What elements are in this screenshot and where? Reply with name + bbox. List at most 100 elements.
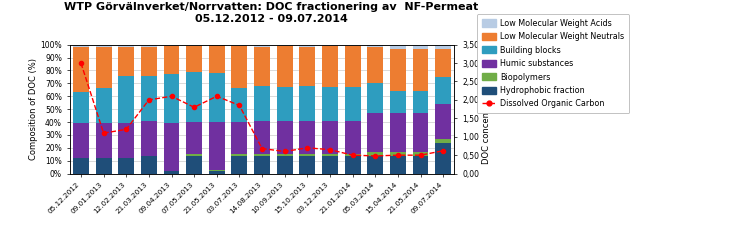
Bar [141,155,157,174]
Bar [322,155,338,174]
Bar [254,155,270,174]
Bar [390,113,406,152]
Bar [163,74,180,123]
Bar [232,154,247,155]
Bar [322,154,338,155]
Bar [209,122,225,170]
Bar [345,121,361,154]
Bar [254,121,270,154]
Bar [435,49,451,77]
Bar [96,47,111,89]
Bar [367,83,383,113]
Bar [163,123,180,171]
Bar [141,121,157,155]
Bar [322,121,338,154]
Bar [322,87,338,121]
Bar [277,45,292,46]
Bar [322,45,338,46]
Bar [118,158,134,174]
Bar [163,45,180,46]
Bar [163,171,180,174]
Bar [413,91,428,113]
Bar [186,72,202,122]
Bar [435,139,451,143]
Bar [413,113,428,152]
Bar [209,73,225,122]
Bar [277,155,292,174]
Bar [390,152,406,155]
Bar [141,76,157,121]
Bar [118,76,134,123]
Y-axis label: Composition of DOC (%): Composition of DOC (%) [29,58,37,160]
Bar [96,89,111,123]
Bar [435,104,451,139]
Bar [254,154,270,155]
Bar [277,121,292,154]
Bar [413,49,428,91]
Bar [345,87,361,121]
Bar [96,158,111,174]
Bar [232,46,247,89]
Text: WTP Görvälnverket/Norrvatten: DOC fractionering av  NF-Permeat
05.12.2012 - 09.0: WTP Görvälnverket/Norrvatten: DOC fracti… [64,2,479,24]
Bar [232,122,247,154]
Bar [254,86,270,121]
Bar [141,47,157,76]
Bar [232,45,247,46]
Bar [73,158,89,174]
Bar [73,123,89,158]
Bar [96,45,111,47]
Bar [367,47,383,83]
Bar [232,89,247,122]
Bar [390,155,406,174]
Bar [435,77,451,104]
Bar [118,45,134,47]
Bar [367,155,383,174]
Bar [367,113,383,152]
Bar [118,123,134,158]
Bar [186,155,202,174]
Bar [277,87,292,121]
Bar [299,45,315,47]
Bar [73,92,89,123]
Bar [232,155,247,174]
Bar [186,122,202,154]
Bar [345,155,361,174]
Legend: Low Molecular Weight Acids, Low Molecular Weight Neutrals, Building blocks, Humi: Low Molecular Weight Acids, Low Molecula… [476,14,629,113]
Y-axis label: DOC concentration (mg/L): DOC concentration (mg/L) [482,54,491,164]
Bar [209,171,225,174]
Bar [277,154,292,155]
Bar [367,45,383,47]
Bar [186,46,202,72]
Bar [118,47,134,76]
Bar [209,170,225,171]
Bar [345,45,361,46]
Bar [390,91,406,113]
Bar [367,152,383,155]
Bar [73,45,89,47]
Bar [141,45,157,47]
Bar [277,46,292,87]
Bar [299,121,315,154]
Bar [299,154,315,155]
Bar [209,45,225,73]
Bar [413,152,428,155]
Bar [254,47,270,86]
Bar [413,45,428,49]
Bar [73,47,89,92]
Bar [163,46,180,74]
Bar [299,47,315,86]
Bar [254,45,270,47]
Bar [299,86,315,121]
Bar [390,45,406,49]
Bar [435,45,451,49]
Bar [345,46,361,87]
Bar [390,49,406,91]
Bar [322,46,338,87]
Bar [186,154,202,155]
Bar [96,123,111,158]
Bar [345,154,361,155]
Bar [299,155,315,174]
Bar [413,155,428,174]
Bar [186,45,202,46]
Bar [435,143,451,174]
